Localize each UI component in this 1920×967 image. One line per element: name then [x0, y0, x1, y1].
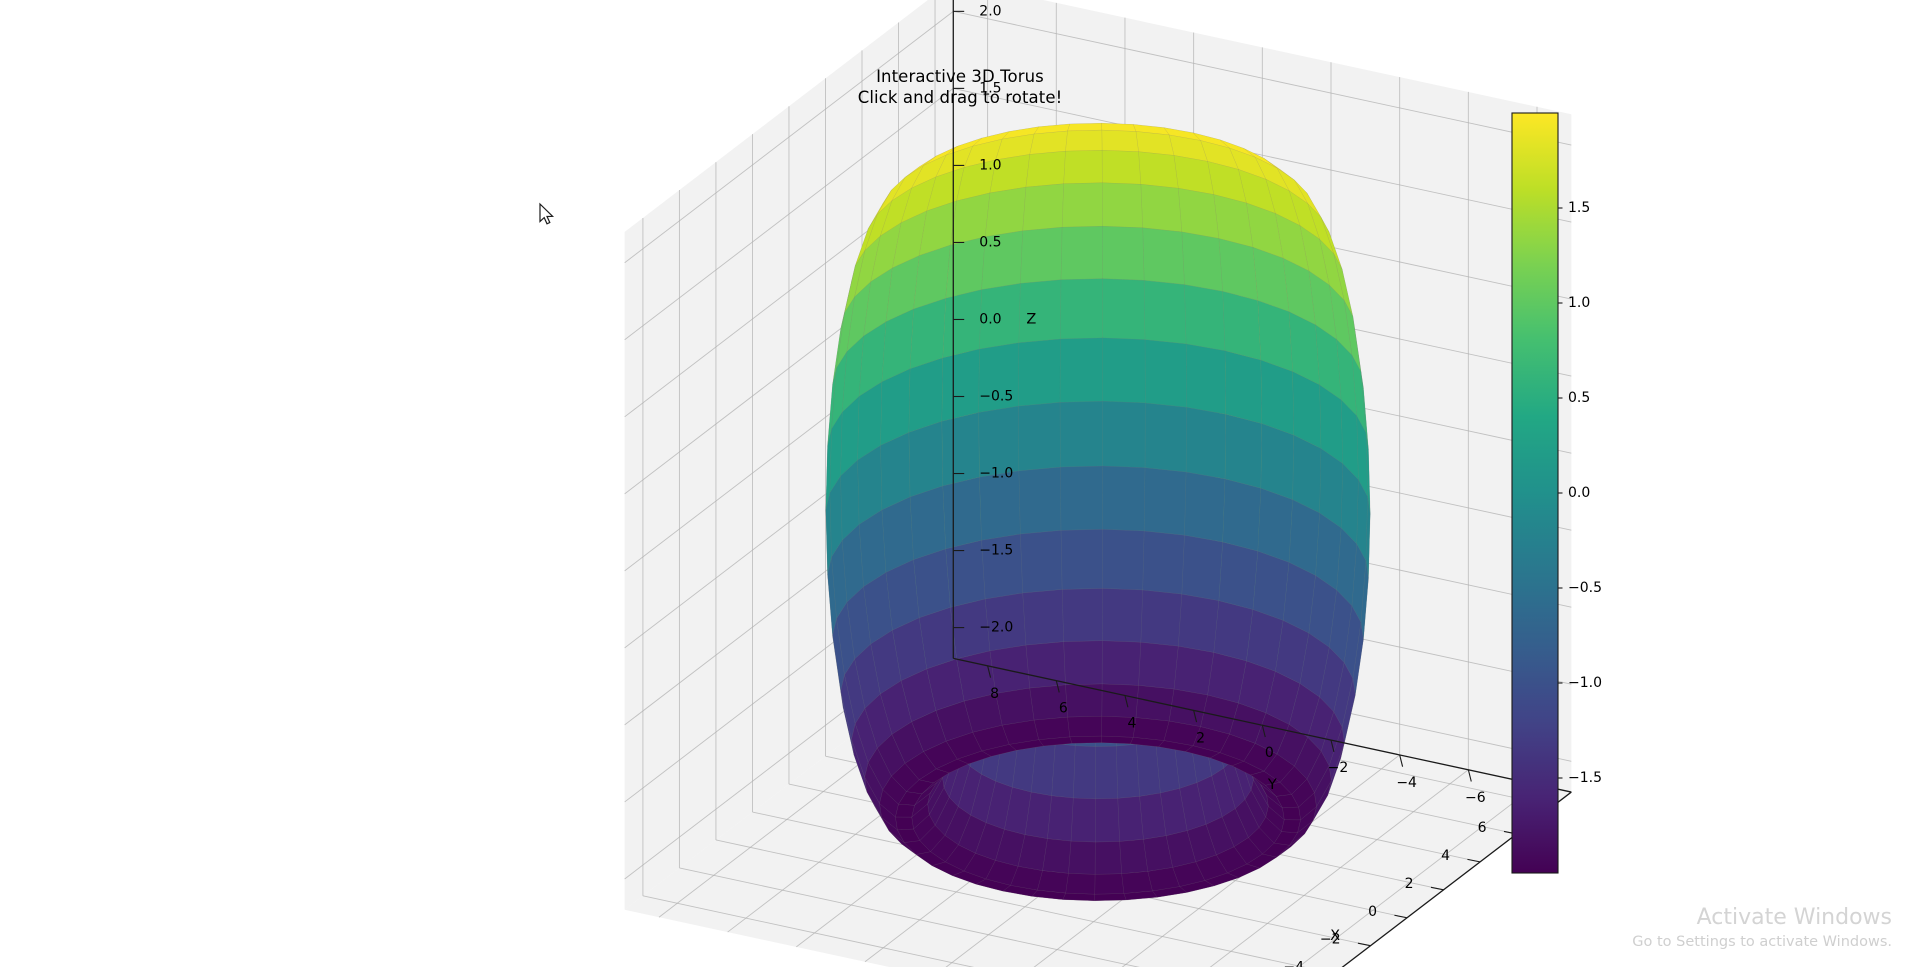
- colorbar-tick-label: 1.5: [1568, 200, 1590, 216]
- colorbar-gradient: [1511, 112, 1559, 874]
- tick-label: 1.0: [979, 157, 1001, 173]
- tick-label: 0.5: [979, 234, 1001, 250]
- tick-label: 4: [1441, 848, 1450, 864]
- tick-label: 6: [1478, 820, 1487, 836]
- tick-label: 6: [1059, 701, 1068, 717]
- colorbar-tick-label: 0.0: [1568, 485, 1590, 501]
- tick-label: −4: [1283, 960, 1304, 967]
- colorbar-tick-label: −1.5: [1568, 770, 1602, 786]
- tick-label: −2: [1320, 932, 1341, 948]
- tick-label: 2: [1405, 876, 1414, 892]
- tick-label: 1.5: [979, 80, 1001, 96]
- x-axis-label: X: [1330, 928, 1340, 944]
- colorbar-tick-label: 1.0: [1568, 295, 1590, 311]
- z-axis-label: Z: [1026, 311, 1036, 327]
- colorbar-tick-label: 0.5: [1568, 390, 1590, 406]
- torus-surface[interactable]: [825, 123, 1371, 901]
- tick-label: 2: [1196, 730, 1205, 746]
- tick-label: −0.5: [979, 389, 1013, 405]
- tick-label: 4: [1128, 716, 1137, 732]
- tick-label: 0: [1265, 745, 1274, 761]
- colorbar-tick-label: −1.0: [1568, 675, 1602, 691]
- tick-label: 2.0: [979, 3, 1001, 19]
- tick-label: −2: [1328, 760, 1349, 776]
- tick-label: −6: [1465, 790, 1486, 806]
- tick-label: −2.0: [979, 620, 1013, 636]
- tick-label: −4: [1396, 775, 1417, 791]
- tick-label: 0.0: [979, 311, 1001, 327]
- colorbar-tick-label: −0.5: [1568, 580, 1602, 596]
- tick-label: 8: [990, 686, 999, 702]
- axis-names: X Y Z: [1026, 311, 1340, 943]
- colorbar[interactable]: 1.5 1.0 0.5 0.0 −0.5 −1.0 −1.5: [1511, 112, 1602, 874]
- tick-label: −1.0: [979, 466, 1013, 482]
- tick-label: −1.5: [979, 543, 1013, 559]
- y-axis-label: Y: [1267, 777, 1277, 793]
- tick-label: 0: [1368, 904, 1377, 920]
